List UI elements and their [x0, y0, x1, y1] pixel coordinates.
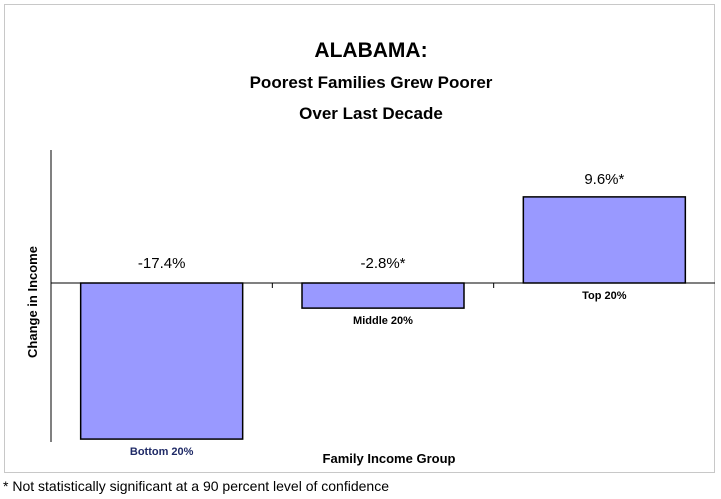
category-label-3: Top 20%: [582, 290, 627, 302]
bars-layer: -17.4% Bottom 20% -2.8%* Middle 20% 9.6%* Top…: [79, 171, 687, 458]
x-axis-label: Family Income Group: [323, 451, 456, 466]
bar-1: [79, 282, 244, 440]
y-axis-label: Change in Income: [25, 246, 40, 358]
chart-frame: ALABAMA: Poorest Families Grew Poorer Ov…: [4, 4, 715, 473]
bar-3: [522, 196, 687, 284]
category-ticks: [271, 283, 495, 288]
category-label-2: Middle 20%: [353, 315, 413, 327]
chart-title: ALABAMA:: [314, 39, 427, 62]
chart-subtitle-line-2: Over Last Decade: [299, 104, 443, 123]
data-label-2: -2.8%*: [360, 255, 405, 272]
chart-subtitle-line-1: Poorest Families Grew Poorer: [250, 73, 493, 92]
footnote: * Not statistically significant at a 90 …: [3, 478, 389, 494]
category-label-1: Bottom 20%: [130, 446, 194, 458]
chart: ALABAMA: Poorest Families Grew Poorer Ov…: [25, 39, 715, 466]
bar-2: [301, 282, 465, 309]
data-label-1: -17.4%: [138, 255, 186, 272]
data-label-3: 9.6%*: [584, 171, 624, 188]
